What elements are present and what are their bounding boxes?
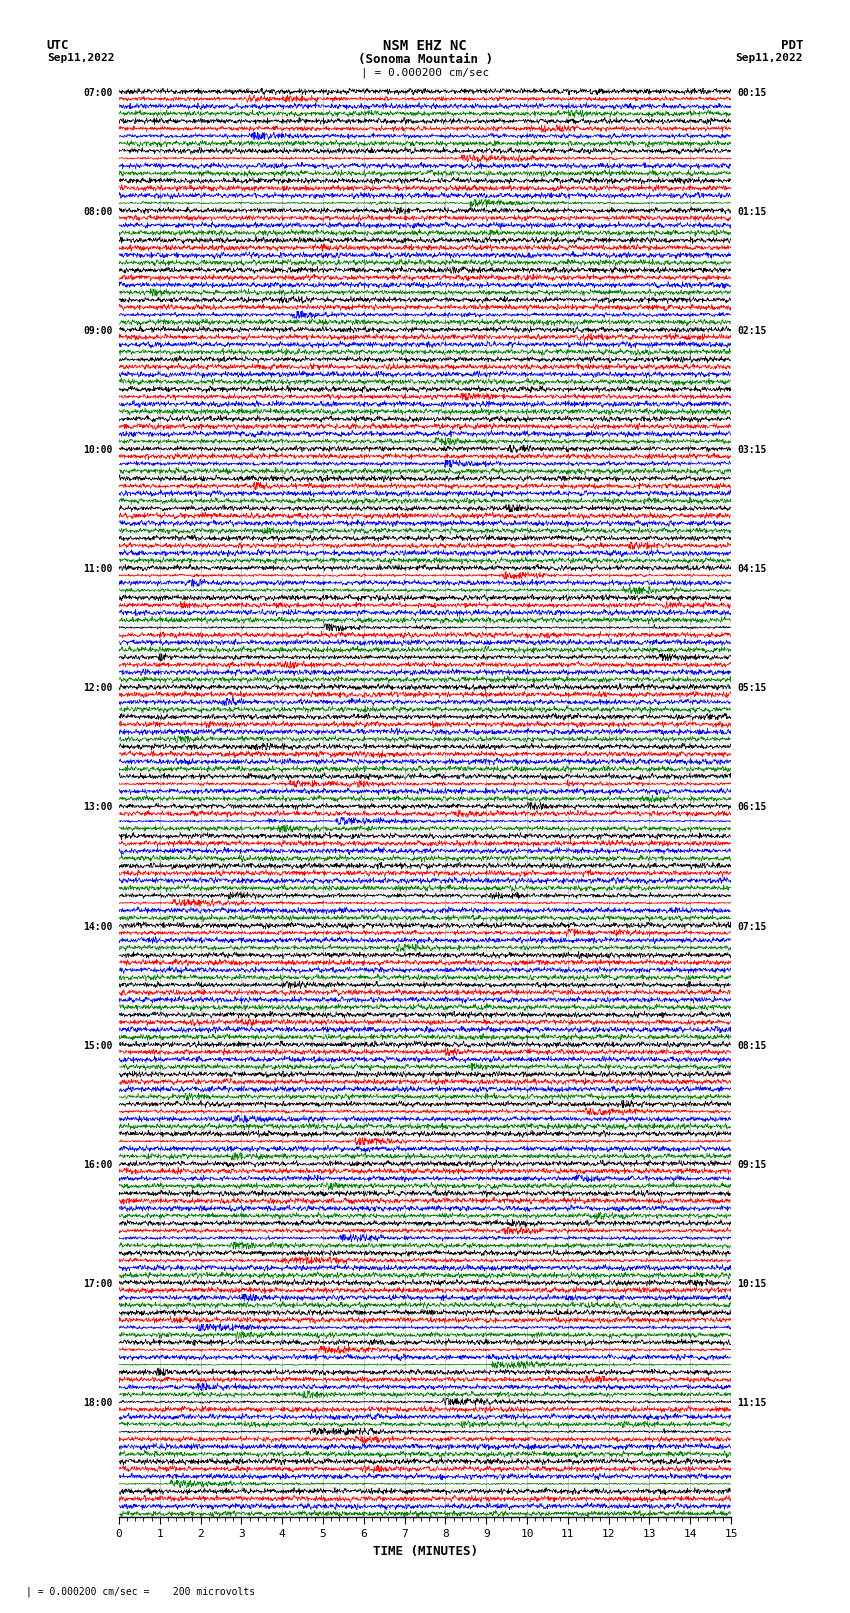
Text: Sep11,2022: Sep11,2022 <box>47 53 114 63</box>
Text: 03:15: 03:15 <box>737 445 767 455</box>
Text: (Sonoma Mountain ): (Sonoma Mountain ) <box>358 53 492 66</box>
Text: 18:00: 18:00 <box>83 1398 113 1408</box>
Text: 05:15: 05:15 <box>737 684 767 694</box>
Text: 10:15: 10:15 <box>737 1279 767 1289</box>
Text: 12:00: 12:00 <box>83 684 113 694</box>
Text: 15:00: 15:00 <box>83 1040 113 1050</box>
Text: Sep11,2022: Sep11,2022 <box>736 53 803 63</box>
Text: | = 0.000200 cm/sec =    200 microvolts: | = 0.000200 cm/sec = 200 microvolts <box>26 1586 255 1597</box>
X-axis label: TIME (MINUTES): TIME (MINUTES) <box>372 1545 478 1558</box>
Text: 08:00: 08:00 <box>83 206 113 216</box>
Text: NSM EHZ NC: NSM EHZ NC <box>383 39 467 53</box>
Text: 00:15: 00:15 <box>737 87 767 97</box>
Text: 17:00: 17:00 <box>83 1279 113 1289</box>
Text: PDT: PDT <box>781 39 803 52</box>
Text: 10:00: 10:00 <box>83 445 113 455</box>
Text: UTC: UTC <box>47 39 69 52</box>
Text: 09:00: 09:00 <box>83 326 113 336</box>
Text: 08:15: 08:15 <box>737 1040 767 1050</box>
Text: 04:15: 04:15 <box>737 565 767 574</box>
Text: 01:15: 01:15 <box>737 206 767 216</box>
Text: 16:00: 16:00 <box>83 1160 113 1169</box>
Text: 14:00: 14:00 <box>83 921 113 932</box>
Text: 09:15: 09:15 <box>737 1160 767 1169</box>
Text: 13:00: 13:00 <box>83 802 113 813</box>
Text: 07:15: 07:15 <box>737 921 767 932</box>
Text: 07:00: 07:00 <box>83 87 113 97</box>
Text: 06:15: 06:15 <box>737 802 767 813</box>
Text: 11:00: 11:00 <box>83 565 113 574</box>
Text: 02:15: 02:15 <box>737 326 767 336</box>
Text: 11:15: 11:15 <box>737 1398 767 1408</box>
Text: | = 0.000200 cm/sec: | = 0.000200 cm/sec <box>361 68 489 79</box>
